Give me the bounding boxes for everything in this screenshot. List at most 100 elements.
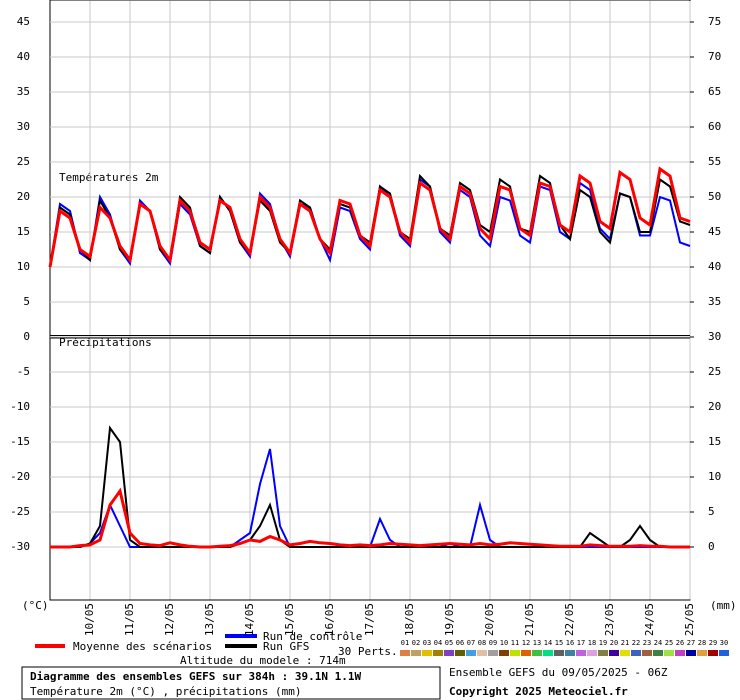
- legend-label: 16: [566, 639, 574, 647]
- legend-label: 24: [654, 639, 662, 647]
- legend-label: 12: [522, 639, 530, 647]
- legend-swatch: [576, 650, 586, 656]
- legend-swatch: [510, 650, 520, 656]
- y-tick-label: -25: [10, 505, 30, 518]
- x-tick-label: 21/05: [523, 603, 536, 636]
- legend-label: Run GFS: [263, 640, 309, 653]
- legend-label: 25: [665, 639, 673, 647]
- legend-label: 04: [434, 639, 442, 647]
- legend-swatch: [620, 650, 630, 656]
- series-line: [50, 487, 690, 549]
- legend-swatch: [631, 650, 641, 656]
- x-tick-label: 16/05: [323, 603, 336, 636]
- y2-tick-label: 15: [708, 435, 721, 448]
- panel-title: Précipitations: [59, 336, 152, 349]
- legend-label: 07: [467, 639, 475, 647]
- y2-tick-label: 45: [708, 225, 721, 238]
- x-tick-label: 12/05: [163, 603, 176, 636]
- legend-swatch: [708, 650, 718, 656]
- legend-swatch: [697, 650, 707, 656]
- y-tick-label: 25: [17, 155, 30, 168]
- legend-swatch: [499, 650, 509, 656]
- legend-label: 02: [412, 639, 420, 647]
- x-tick-label: 23/05: [603, 603, 616, 636]
- footer-title: Diagramme des ensembles GEFS sur 384h : …: [30, 670, 362, 683]
- y2-tick-label: 5: [708, 505, 715, 518]
- legend-swatch: [477, 650, 487, 656]
- y-tick-label: 30: [17, 120, 30, 133]
- legend-label: 22: [632, 639, 640, 647]
- y2-tick-label: 70: [708, 50, 721, 63]
- legend-label: 23: [643, 639, 651, 647]
- legend-label: 11: [511, 639, 519, 647]
- legend-label: 13: [533, 639, 541, 647]
- altitude: Altitude du modele : 714m: [180, 654, 346, 667]
- legend-swatch: [466, 650, 476, 656]
- y-tick-label: 5: [23, 295, 30, 308]
- legend-label: Moyenne des scénarios: [73, 640, 212, 653]
- x-tick-label: 24/05: [643, 603, 656, 636]
- legend-label: 01: [401, 639, 409, 647]
- y-tick-label: 15: [17, 225, 30, 238]
- legend-swatch: [444, 650, 454, 656]
- legend-label: Run de contrôle: [263, 630, 362, 643]
- y2-tick-label: 0: [708, 540, 715, 553]
- y-tick-label: -15: [10, 435, 30, 448]
- y2-tick-label: 40: [708, 260, 721, 273]
- y2-tick-label: 75: [708, 15, 721, 28]
- y-tick-label: 10: [17, 260, 30, 273]
- footer-subtitle: Température 2m (°C) , précipitations (mm…: [30, 685, 302, 698]
- legend-swatch: [653, 650, 663, 656]
- legend-swatch: [664, 650, 674, 656]
- y-tick-label: -30: [10, 540, 30, 553]
- x-tick-label: 11/05: [123, 603, 136, 636]
- legend-swatch: [565, 650, 575, 656]
- y2-tick-label: 50: [708, 190, 721, 203]
- footer-box: [21, 666, 441, 700]
- legend-label: 29: [709, 639, 717, 647]
- legend-swatch: [675, 650, 685, 656]
- legend-label: 27: [687, 639, 695, 647]
- y-tick-label: 0: [23, 330, 30, 343]
- y-tick-label: 45: [17, 15, 30, 28]
- y2-axis-label: (mm): [710, 599, 737, 612]
- legend-swatch: [719, 650, 729, 656]
- y-axis-label: (°C): [22, 599, 49, 612]
- legend-label: 30: [720, 639, 728, 647]
- y2-tick-label: 55: [708, 155, 721, 168]
- legend-label: 14: [544, 639, 552, 647]
- y-tick-label: 40: [17, 50, 30, 63]
- y2-tick-label: 35: [708, 295, 721, 308]
- y2-tick-label: 30: [708, 330, 721, 343]
- run-info: Ensemble GEFS du 09/05/2025 - 06Z: [449, 666, 668, 679]
- series-line: [48, 166, 691, 268]
- legend-swatch: [686, 650, 696, 656]
- x-tick-label: 14/05: [243, 603, 256, 636]
- y2-tick-label: 65: [708, 85, 721, 98]
- legend-label: 10: [500, 639, 508, 647]
- y2-tick-label: 25: [708, 365, 721, 378]
- legend-swatch: [532, 650, 542, 656]
- legend-swatch: [422, 650, 432, 656]
- legend-label: 26: [676, 639, 684, 647]
- legend-label: 30 Perts.: [338, 645, 398, 658]
- legend-label: 09: [489, 639, 497, 647]
- x-tick-label: 10/05: [83, 603, 96, 636]
- legend-label: 20: [610, 639, 618, 647]
- legend-label: 06: [456, 639, 464, 647]
- legend-label: 19: [599, 639, 607, 647]
- legend-swatch: [642, 650, 652, 656]
- legend-swatch: [543, 650, 553, 656]
- legend-label: 05: [445, 639, 453, 647]
- x-tick-label: 17/05: [363, 603, 376, 636]
- x-tick-label: 20/05: [483, 603, 496, 636]
- legend-label: 15: [555, 639, 563, 647]
- x-tick-label: 13/05: [203, 603, 216, 636]
- panel-title: Températures 2m: [59, 171, 159, 184]
- y2-tick-label: 60: [708, 120, 721, 133]
- legend-swatch: [433, 650, 443, 656]
- legend-label: 28: [698, 639, 706, 647]
- y-tick-label: -5: [17, 365, 30, 378]
- y-tick-label: 20: [17, 190, 30, 203]
